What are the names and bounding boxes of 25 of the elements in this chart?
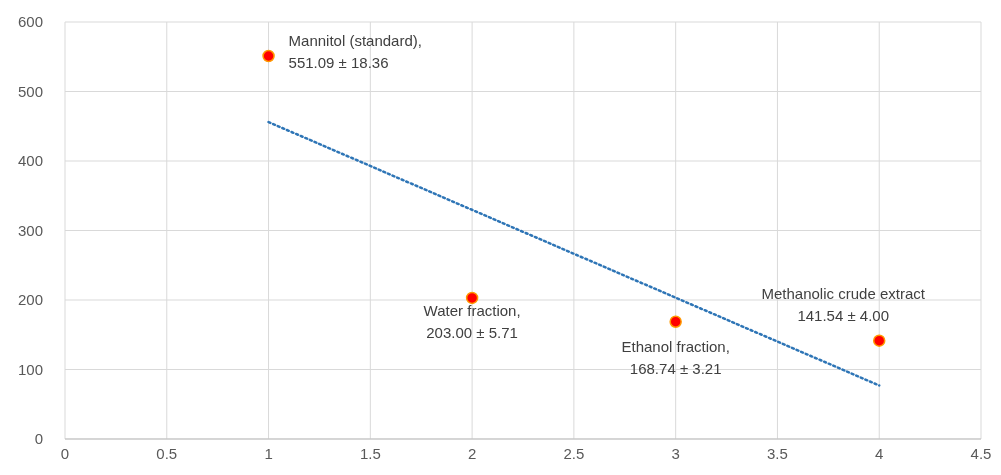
- y-tick-label: 300: [17, 221, 43, 239]
- x-tick-label: 4: [875, 445, 884, 462]
- y-tick-label: 0: [34, 430, 43, 447]
- x-tick-label: 3.5: [767, 445, 788, 462]
- annotation: Ethanol fraction, 168.74 ± 3.21: [621, 337, 730, 377]
- point: [872, 334, 886, 347]
- y-tick-label: 500: [17, 82, 43, 100]
- annotation: Water fraction, 203.00 ± 5.71: [423, 301, 521, 341]
- x-tick-label: 0.5: [156, 445, 178, 462]
- x-tick-label: 2: [467, 445, 477, 462]
- annotation: Methanolic crude extract 141.54 ± 4.00: [761, 284, 926, 324]
- x-tick-label: 2.5: [563, 445, 585, 462]
- point: [669, 315, 682, 328]
- x-tick-label: 4.5: [970, 445, 992, 462]
- y-tick-label: 400: [17, 152, 43, 169]
- point: [465, 291, 479, 305]
- point: [262, 49, 275, 63]
- y-tick-label: 200: [17, 291, 43, 308]
- annotation: Mannitol (standard), 551.09 ± 18.36: [288, 31, 422, 71]
- x-tick-label: 3: [671, 445, 680, 462]
- x-tick-label: 1.5: [359, 445, 381, 462]
- x-tick-label: 1: [264, 445, 273, 462]
- y-tick-label: 600: [17, 13, 43, 30]
- y-tick-label: 100: [17, 360, 43, 378]
- x-tick-label: 0: [60, 445, 70, 462]
